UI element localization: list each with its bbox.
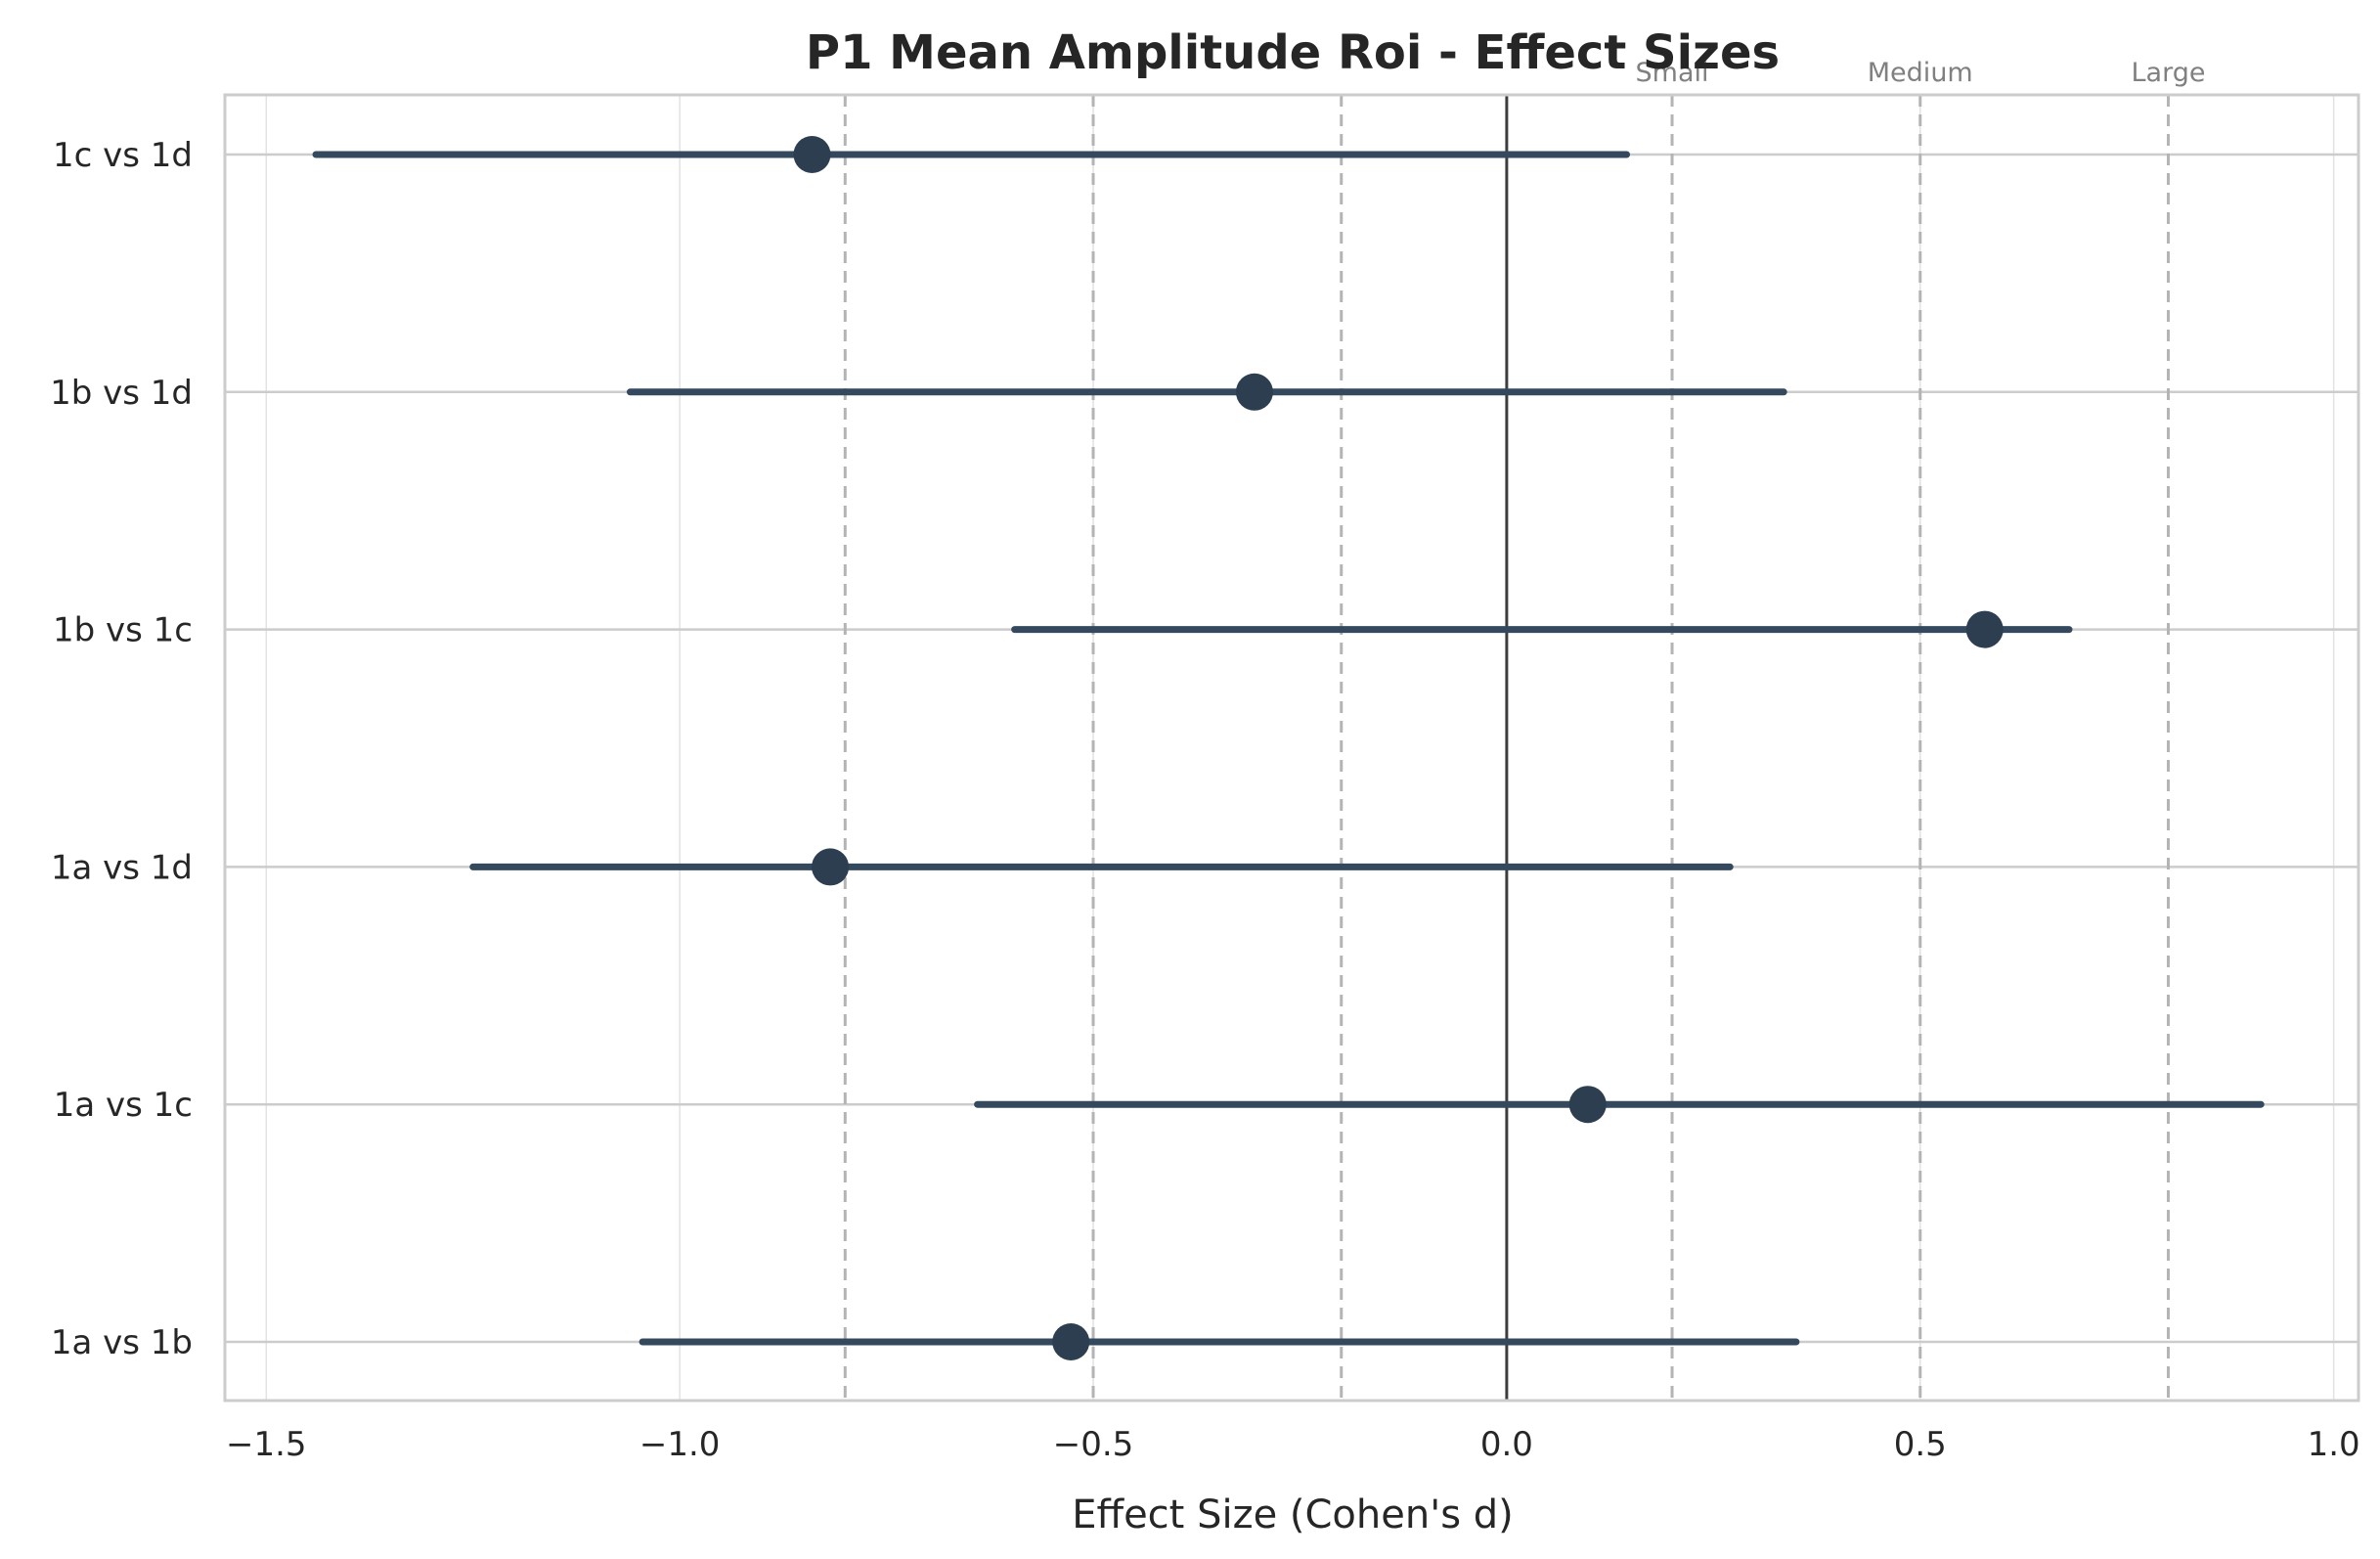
x-tick-label: 1.0 [2308,1425,2360,1464]
x-axis-label: Effect Size (Cohen's d) [1072,1492,1514,1537]
y-tick-label: 1a vs 1b [51,1323,193,1362]
y-tick-label: 1a vs 1c [54,1086,193,1125]
data-marks-layer [312,136,2265,1360]
reference-label: Small [1636,58,1709,88]
x-tick-label: −1.5 [226,1425,307,1464]
effect-size-point [1965,610,2004,648]
effect-size-point [1052,1323,1090,1360]
y-tick-label: 1c vs 1d [53,136,193,175]
plot-frame-layer [223,93,2360,1403]
x-tick-label: −1.0 [639,1425,721,1464]
reference-label: Large [2131,58,2205,88]
x-tick-label: −0.5 [1053,1425,1134,1464]
effect-size-point [1235,373,1273,411]
y-tick-label: 1b vs 1d [50,374,193,413]
effect-size-point [793,136,831,173]
reference-label: Medium [1868,58,1973,88]
reference-labels: Small Medium Large [1636,58,2206,88]
effect-size-point [1568,1086,1607,1124]
plot-frame [223,93,2360,1403]
x-tick-label: 0.5 [1894,1425,1947,1464]
reference-lines-layer [843,95,2170,1401]
x-tick-label: 0.0 [1480,1425,1533,1464]
effect-size-point [812,848,850,886]
y-tick-label: 1b vs 1c [53,611,193,650]
chart-title: P1 Mean Amplitude Roi - Effect Sizes [806,25,1780,80]
y-tick-label: 1a vs 1d [51,848,193,887]
y-tick-labels: 1c vs 1d 1b vs 1d 1b vs 1c 1a vs 1d 1a vs 1c… [50,136,193,1362]
x-tick-labels: −1.5 −1.0 −0.5 0.0 0.5 1.0 [226,1425,2360,1464]
